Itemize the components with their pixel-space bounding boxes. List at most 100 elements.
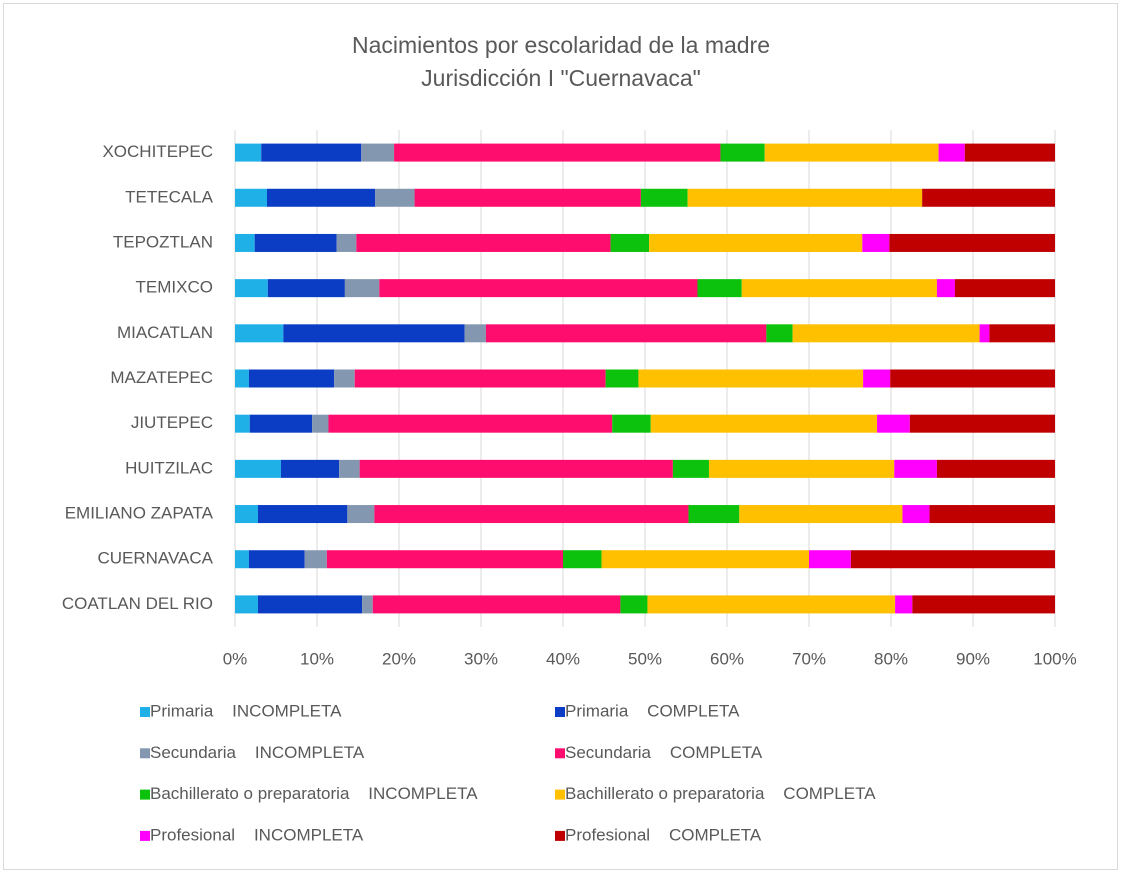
x-tick-label: 10% [300, 649, 334, 668]
legend-swatch [555, 748, 565, 759]
legend-swatch [555, 789, 565, 800]
bar-segment [394, 143, 721, 162]
bar-segment [362, 595, 373, 614]
bar-segment [312, 414, 329, 433]
bar-segment [359, 459, 673, 478]
bar-segment [235, 369, 249, 388]
bar-segment [344, 279, 380, 298]
bar-segment [850, 550, 1055, 569]
bar-segment [235, 414, 250, 433]
bar-segment [248, 369, 335, 388]
y-tick-label: CUERNAVACA [97, 549, 213, 568]
bar-segment [894, 459, 937, 478]
bar-segment [601, 550, 809, 569]
chart-title: Nacimientos por escolaridad de la madre [352, 32, 770, 58]
bar-segment [979, 324, 990, 343]
y-tick-label: MAZATEPEC [110, 368, 213, 387]
bar-segment [267, 279, 345, 298]
bar-segment [902, 505, 930, 524]
bar-segment [372, 595, 621, 614]
bar-segment [379, 279, 698, 298]
bar-segment [912, 595, 1055, 614]
bar-segment [235, 459, 281, 478]
bar-segment [741, 279, 937, 298]
x-tick-label: 20% [382, 649, 416, 668]
bar-segment [929, 505, 1055, 524]
bar-segment [708, 459, 895, 478]
bar-segment [605, 369, 639, 388]
bar-segment [414, 188, 641, 207]
bar-segment [374, 505, 689, 524]
bar-segment [620, 595, 648, 614]
bar-segment [347, 505, 375, 524]
legend-swatch [140, 748, 150, 759]
y-tick-label: COATLAN DEL RIO [62, 594, 213, 613]
bar-segment [688, 505, 740, 524]
bar-segment [235, 279, 268, 298]
x-tick-label: 30% [464, 649, 498, 668]
bar-segment [638, 369, 864, 388]
bar-segment [334, 369, 355, 388]
chart-subtitle: Jurisdicción I "Cuernavaca" [421, 65, 701, 91]
bar-segment [257, 595, 363, 614]
chart-border [3, 3, 1118, 870]
bar-segment [261, 143, 362, 162]
legend-label: Profesional INCOMPLETA [150, 825, 364, 844]
bar-segment [809, 550, 851, 569]
x-tick-label: 0% [223, 649, 248, 668]
x-tick-label: 40% [546, 649, 580, 668]
bar-segment [280, 459, 340, 478]
bar-segment [877, 414, 910, 433]
bar-segment [235, 324, 284, 343]
bar-segment [563, 550, 602, 569]
bar-segment [257, 505, 348, 524]
bar-segment [792, 324, 980, 343]
bar-segment [909, 414, 1055, 433]
bar-segment [248, 550, 305, 569]
bar-segment [356, 233, 611, 252]
bar-segment [649, 233, 863, 252]
bar-segment [235, 595, 258, 614]
bar-segment [304, 550, 327, 569]
legend-label: Bachillerato o preparatoria COMPLETA [565, 784, 876, 803]
bar-segment [485, 324, 767, 343]
legend-swatch [140, 789, 150, 800]
legend-swatch [140, 707, 150, 717]
x-tick-label: 100% [1033, 649, 1076, 668]
bar-segment [989, 324, 1055, 343]
bar-segment [612, 414, 651, 433]
y-tick-label: XOCHITEPEC [102, 142, 213, 161]
bar-segment [650, 414, 878, 433]
bar-segment [235, 188, 267, 207]
legend-swatch [555, 707, 565, 717]
bar-segment [687, 188, 923, 207]
bar-segment [863, 369, 891, 388]
bar-segment [647, 595, 896, 614]
bar-segment [672, 459, 709, 478]
bar-segment [249, 414, 313, 433]
bar-segment [720, 143, 765, 162]
x-tick-label: 80% [874, 649, 908, 668]
bar-segment [610, 233, 650, 252]
y-tick-label: JIUTEPEC [131, 413, 213, 432]
legend-label: Bachillerato o preparatoria INCOMPLETA [150, 784, 478, 803]
bar-segment [361, 143, 395, 162]
y-tick-label: HUITZILAC [125, 458, 213, 477]
bar-segment [235, 550, 249, 569]
bar-segment [964, 143, 1055, 162]
y-tick-label: EMILIANO ZAPATA [65, 504, 214, 523]
y-tick-label: TETECALA [125, 187, 214, 206]
bar-segment [235, 505, 258, 524]
bar-segment [326, 550, 563, 569]
bar-segment [254, 233, 337, 252]
bar-segment [464, 324, 486, 343]
bar-segment [890, 369, 1055, 388]
bar-segment [739, 505, 903, 524]
bar-segment [922, 188, 1055, 207]
bar-segment [235, 233, 255, 252]
y-tick-label: TEMIXCO [136, 278, 213, 297]
x-tick-label: 70% [792, 649, 826, 668]
bar-segment [938, 143, 965, 162]
legend-label: Secundaria INCOMPLETA [150, 743, 365, 762]
